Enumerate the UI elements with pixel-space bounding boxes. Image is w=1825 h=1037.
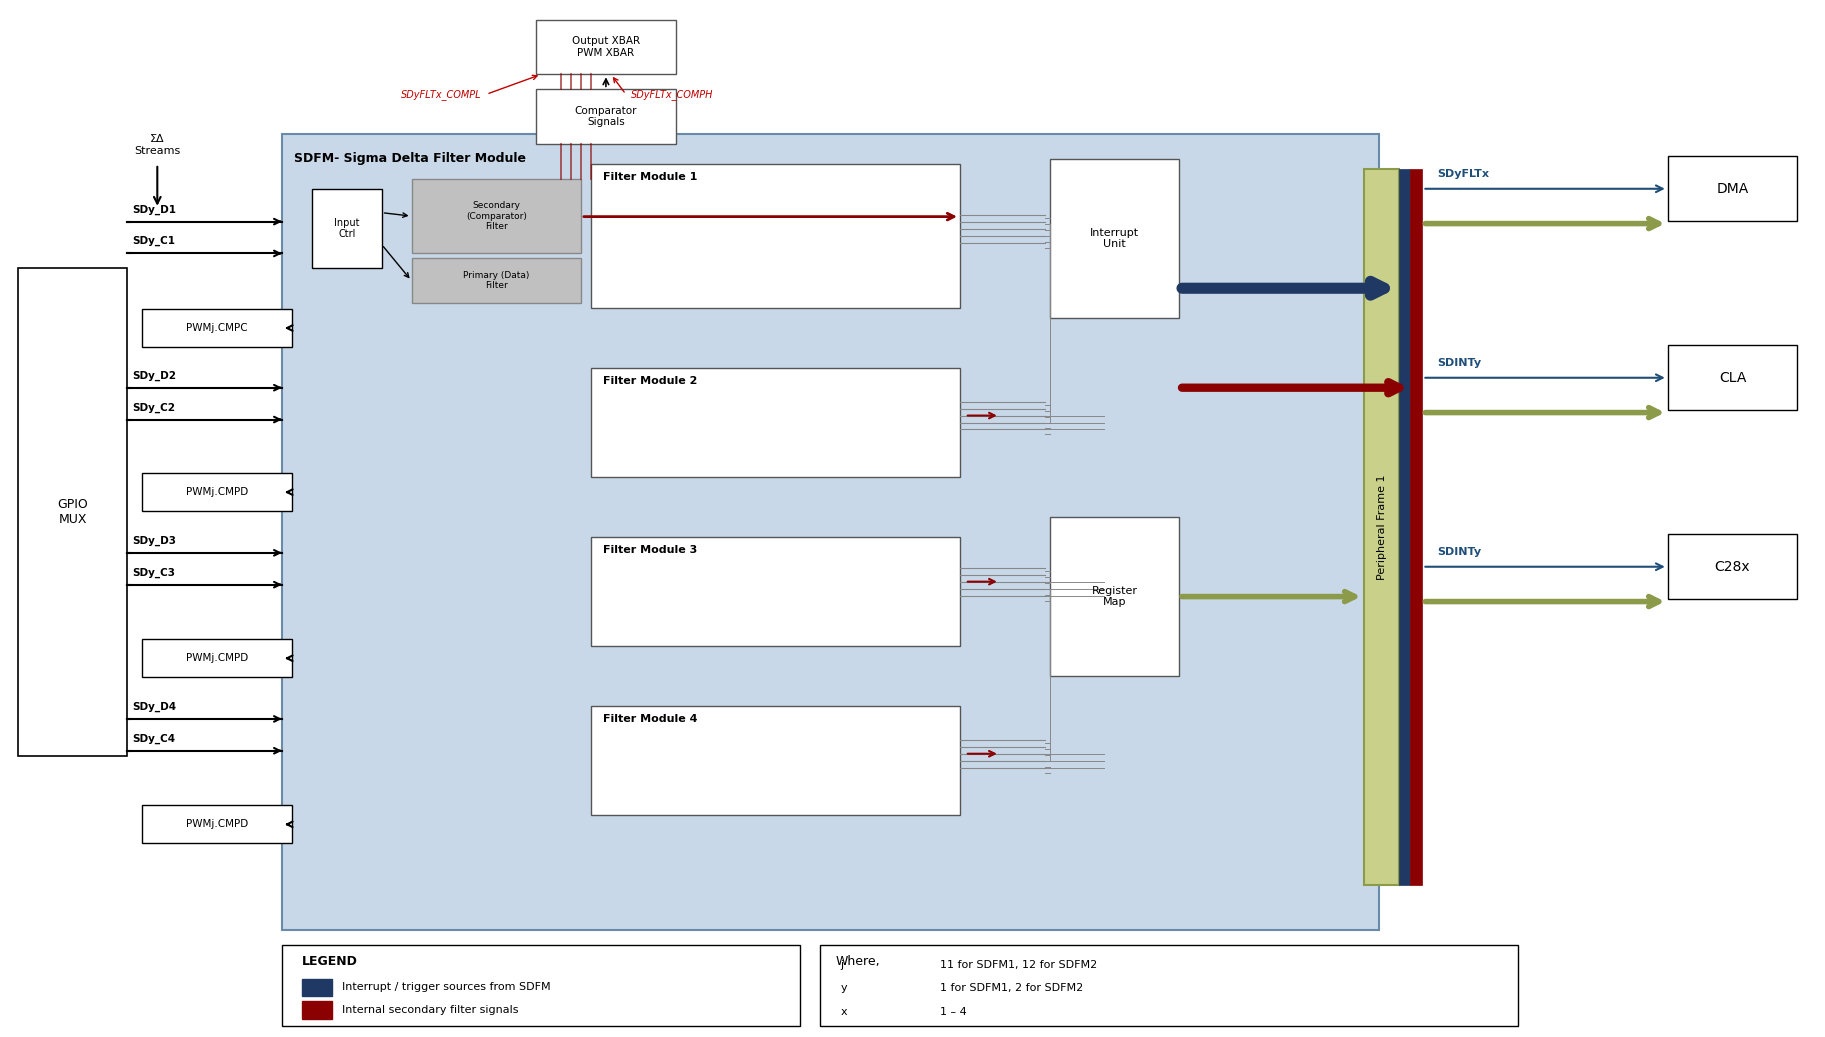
Text: SDINTy: SDINTy: [1438, 546, 1482, 557]
Text: SDy_C1: SDy_C1: [133, 236, 175, 247]
FancyBboxPatch shape: [537, 89, 675, 144]
Text: SDINTy: SDINTy: [1438, 358, 1482, 368]
FancyBboxPatch shape: [591, 537, 960, 646]
FancyBboxPatch shape: [142, 473, 292, 511]
Text: Input
Ctrl: Input Ctrl: [334, 218, 360, 240]
FancyBboxPatch shape: [1668, 157, 1798, 221]
FancyBboxPatch shape: [1363, 169, 1398, 885]
FancyBboxPatch shape: [18, 269, 128, 756]
Text: j: j: [840, 959, 843, 970]
Text: Primary (Data)
Filter: Primary (Data) Filter: [464, 271, 529, 290]
FancyBboxPatch shape: [1398, 169, 1411, 885]
Text: Output XBAR
PWM XBAR: Output XBAR PWM XBAR: [571, 36, 641, 58]
Text: SDyFLTx_COMPL: SDyFLTx_COMPL: [402, 89, 482, 100]
Text: SDy_C3: SDy_C3: [133, 567, 175, 578]
Text: PWMj.CMPD: PWMj.CMPD: [186, 487, 248, 497]
FancyBboxPatch shape: [1668, 534, 1798, 599]
Text: SDy_D3: SDy_D3: [133, 535, 177, 545]
Text: GPIO
MUX: GPIO MUX: [57, 498, 88, 526]
FancyBboxPatch shape: [1411, 169, 1422, 885]
Text: Comparator
Signals: Comparator Signals: [575, 106, 637, 128]
Text: PWMj.CMPC: PWMj.CMPC: [186, 324, 248, 333]
Text: x: x: [840, 1007, 847, 1017]
Text: 1 for SDFM1, 2 for SDFM2: 1 for SDFM1, 2 for SDFM2: [940, 983, 1084, 993]
FancyBboxPatch shape: [142, 640, 292, 677]
Text: SDyFLTx_COMPH: SDyFLTx_COMPH: [631, 89, 714, 100]
FancyBboxPatch shape: [591, 706, 960, 815]
FancyBboxPatch shape: [591, 368, 960, 477]
FancyBboxPatch shape: [301, 979, 332, 997]
FancyBboxPatch shape: [1049, 159, 1179, 318]
FancyBboxPatch shape: [819, 945, 1518, 1027]
FancyBboxPatch shape: [281, 945, 801, 1027]
Text: Filter Module 3: Filter Module 3: [602, 544, 697, 555]
Text: Register
Map: Register Map: [1091, 586, 1137, 608]
Text: DMA: DMA: [1716, 181, 1748, 196]
Text: LEGEND: LEGEND: [301, 955, 358, 968]
Text: SDy_D2: SDy_D2: [133, 370, 177, 381]
Text: PWMj.CMPD: PWMj.CMPD: [186, 653, 248, 664]
Text: ΣΔ
Streams: ΣΔ Streams: [135, 134, 181, 156]
FancyBboxPatch shape: [1049, 517, 1179, 676]
FancyBboxPatch shape: [411, 258, 580, 303]
Text: C28x: C28x: [1716, 560, 1750, 573]
FancyBboxPatch shape: [301, 1002, 332, 1019]
Text: Interrupt / trigger sources from SDFM: Interrupt / trigger sources from SDFM: [341, 982, 551, 992]
Text: 1 – 4: 1 – 4: [940, 1007, 967, 1017]
Text: SDy_D4: SDy_D4: [133, 702, 177, 712]
Text: SDy_D1: SDy_D1: [133, 204, 177, 215]
FancyBboxPatch shape: [591, 164, 960, 308]
Text: SDy_C2: SDy_C2: [133, 402, 175, 413]
Text: Internal secondary filter signals: Internal secondary filter signals: [341, 1005, 518, 1015]
FancyBboxPatch shape: [411, 178, 580, 253]
FancyBboxPatch shape: [142, 309, 292, 347]
Text: Where,: Where,: [836, 955, 880, 968]
Text: Secondary
(Comparator)
Filter: Secondary (Comparator) Filter: [465, 201, 527, 231]
Text: SDFM- Sigma Delta Filter Module: SDFM- Sigma Delta Filter Module: [294, 152, 526, 165]
Text: Filter Module 4: Filter Module 4: [602, 713, 697, 724]
Text: PWMj.CMPD: PWMj.CMPD: [186, 819, 248, 830]
Text: y: y: [840, 983, 847, 993]
Text: Filter Module 1: Filter Module 1: [602, 172, 697, 181]
Text: Filter Module 2: Filter Module 2: [602, 375, 697, 386]
FancyBboxPatch shape: [537, 20, 675, 75]
Text: Interrupt
Unit: Interrupt Unit: [1090, 228, 1139, 249]
Text: 11 for SDFM1, 12 for SDFM2: 11 for SDFM1, 12 for SDFM2: [940, 959, 1097, 970]
Text: Peripheral Frame 1: Peripheral Frame 1: [1376, 474, 1387, 580]
Text: CLA: CLA: [1719, 371, 1747, 385]
FancyBboxPatch shape: [1668, 345, 1798, 410]
FancyBboxPatch shape: [312, 189, 381, 269]
FancyBboxPatch shape: [281, 134, 1378, 930]
FancyBboxPatch shape: [142, 806, 292, 843]
Text: SDy_C4: SDy_C4: [133, 733, 175, 744]
Text: SDyFLTx: SDyFLTx: [1438, 169, 1489, 178]
